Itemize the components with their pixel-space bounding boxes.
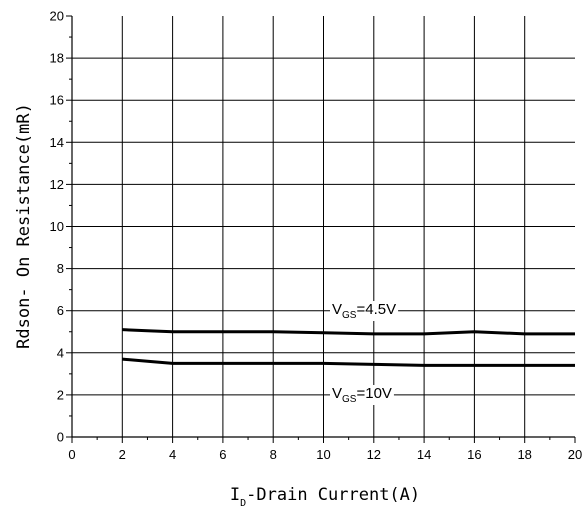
x-tick-label: 20: [568, 447, 582, 462]
y-tick-labels: 0 2 4 6 8 10 12 14 16 18 20: [50, 9, 64, 445]
y-tick-label: 6: [57, 303, 64, 318]
y-tick-label: 12: [50, 177, 64, 192]
x-tick-label: 4: [169, 447, 176, 462]
annotation-background: [330, 385, 394, 405]
x-tick-labels: 0 2 4 6 8 10 12 14 16 18 20: [68, 447, 582, 462]
x-tick-label: 0: [68, 447, 75, 462]
annotation-main: V: [332, 385, 342, 402]
series-group: [122, 328, 575, 367]
annotation-sub: GS: [342, 394, 357, 405]
annotation-background: [330, 301, 399, 321]
x-tick-label: 14: [417, 447, 431, 462]
annotation-main: V: [332, 301, 342, 318]
x-axis-title-rest: -Drain Current(A): [246, 485, 420, 505]
annotation-vgs-4-5v: VGS=4.5V: [332, 301, 396, 321]
grid: [72, 16, 575, 437]
y-tick-label: 20: [50, 9, 64, 24]
series-line-vgs-10v: [122, 357, 575, 367]
y-tick-label: 18: [50, 51, 64, 66]
y-axis-title: Rdson- On Resistance(mR): [14, 103, 34, 349]
x-tick-label: 2: [119, 447, 126, 462]
ticks: [66, 15, 576, 443]
y-tick-label: 14: [50, 135, 64, 150]
x-tick-label: 18: [517, 447, 531, 462]
annotation-rest: =4.5V: [356, 301, 396, 318]
x-tick-label: 12: [367, 447, 381, 462]
x-tick-label: 6: [219, 447, 226, 462]
x-tick-label: 8: [270, 447, 277, 462]
annotation-vgs-10v: VGS=10V: [332, 385, 392, 405]
x-tick-label: 10: [316, 447, 330, 462]
y-tick-label: 16: [50, 93, 64, 108]
annotation-rest: =10V: [356, 385, 391, 402]
y-tick-label: 0: [57, 430, 64, 445]
series-line-vgs-4-5v: [122, 328, 575, 336]
x-axis-title: ID-Drain Current(A): [230, 485, 420, 509]
y-tick-label: 10: [50, 219, 64, 234]
y-tick-label: 8: [57, 261, 64, 276]
x-axis-title-sub: D: [240, 498, 246, 509]
x-tick-label: 16: [467, 447, 481, 462]
annotation-sub: GS: [342, 310, 357, 321]
y-tick-label: 4: [57, 345, 64, 360]
y-tick-label: 2: [57, 387, 64, 402]
x-axis-title-main: I: [230, 485, 240, 505]
